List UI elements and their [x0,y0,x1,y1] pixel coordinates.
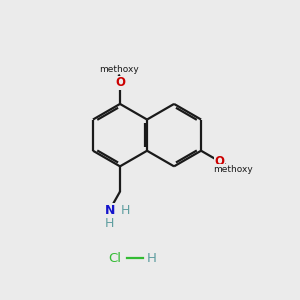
Text: H: H [146,252,156,265]
Text: H: H [105,217,114,230]
Text: methoxy: methoxy [99,65,138,74]
Text: N: N [104,203,115,217]
Text: Cl: Cl [108,252,121,265]
Text: O: O [115,76,125,89]
Text: methoxy: methoxy [213,165,253,174]
Text: H: H [120,203,130,217]
Text: O: O [214,155,225,168]
